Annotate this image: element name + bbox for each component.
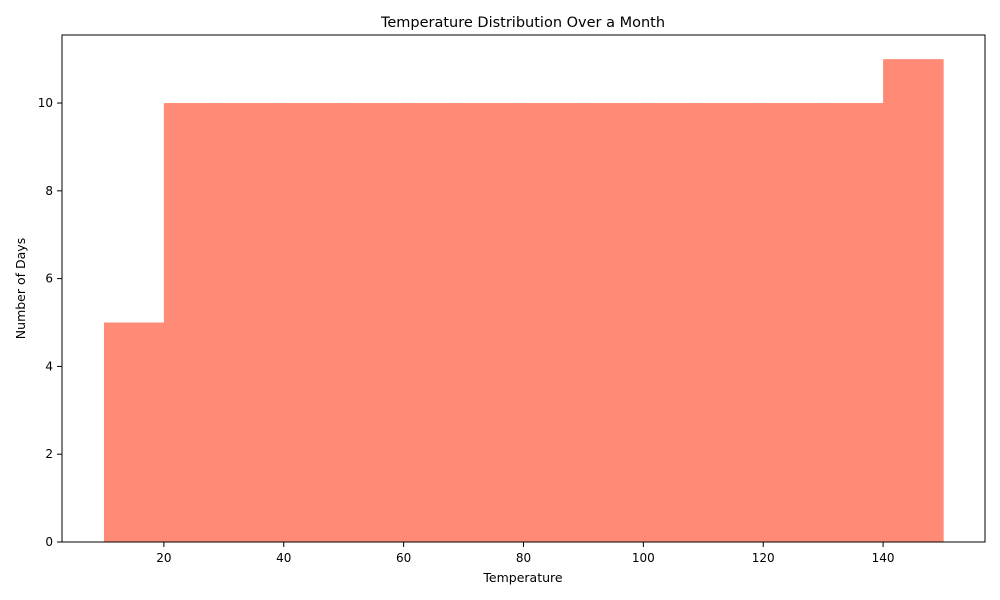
histogram-bar-8 [583,103,644,542]
histogram-bar-13 [883,59,944,543]
y-axis-ticks: 0 2 4 6 8 10 [38,96,62,549]
y-tick-label-5: 10 [38,96,53,110]
y-tick-label-3: 6 [45,272,53,286]
histogram-bar-4 [343,103,405,542]
x-tick-label-1: 40 [276,551,291,565]
bars-group [103,59,944,543]
histogram-bar-10 [703,103,764,542]
histogram-bar-5 [403,103,465,542]
y-tick-label-2: 4 [45,359,53,373]
histogram-bar-9 [643,103,704,542]
x-tick-label-0: 20 [156,551,171,565]
x-tick-label-2: 60 [396,551,411,565]
y-tick-label-4: 8 [45,184,53,198]
histogram-bar-6 [463,103,525,542]
y-tick-label-0: 0 [45,535,53,549]
histogram-bar-3 [283,103,345,542]
x-tick-label-6: 140 [872,551,895,565]
y-axis-label: Number of Days [13,238,28,339]
histogram-bar-2 [223,103,285,542]
histogram-bar-11 [763,103,824,542]
histogram-bar-0 [103,322,165,542]
x-tick-label-5: 120 [752,551,775,565]
x-tick-label-4: 100 [632,551,655,565]
chart-title: Temperature Distribution Over a Month [380,15,665,31]
x-tick-label-3: 80 [516,551,531,565]
histogram-bar-1 [163,103,225,542]
y-tick-label-1: 2 [45,447,53,461]
x-axis-ticks: 20 40 60 80 100 120 140 [156,542,895,565]
x-axis-label: Temperature [482,570,562,585]
histogram-bar-12 [823,103,884,542]
histogram-bar-7 [523,103,585,542]
